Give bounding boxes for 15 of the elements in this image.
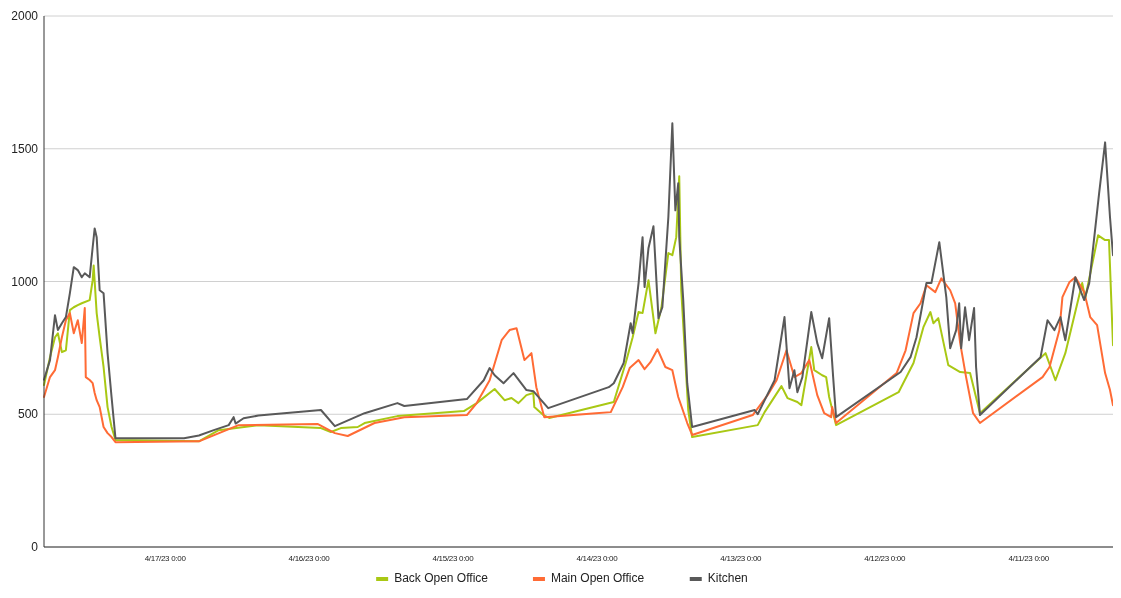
y-tick-label: 500 [17,407,39,422]
legend-label: Main Open Office [550,571,645,585]
x-tick-label: 4/17/23 0:00 [144,554,187,563]
x-tick-label: 4/14/23 0:00 [576,554,619,563]
x-tick-label: 4/13/23 0:00 [720,554,763,563]
y-tick-label: 1500 [11,141,39,156]
legend-label: Back Open Office [394,571,489,585]
y-tick-label: 2000 [11,9,39,24]
x-tick-label: 4/16/23 0:00 [288,554,331,563]
x-tick-label: 4/12/23 0:00 [864,554,907,563]
x-tick-label: 4/11/23 0:00 [1008,554,1050,563]
y-tick-label: 1000 [11,274,39,289]
y-tick-label: 0 [31,540,39,555]
x-tick-label: 4/15/23 0:00 [432,554,475,563]
legend-label: Kitchen [707,571,748,585]
